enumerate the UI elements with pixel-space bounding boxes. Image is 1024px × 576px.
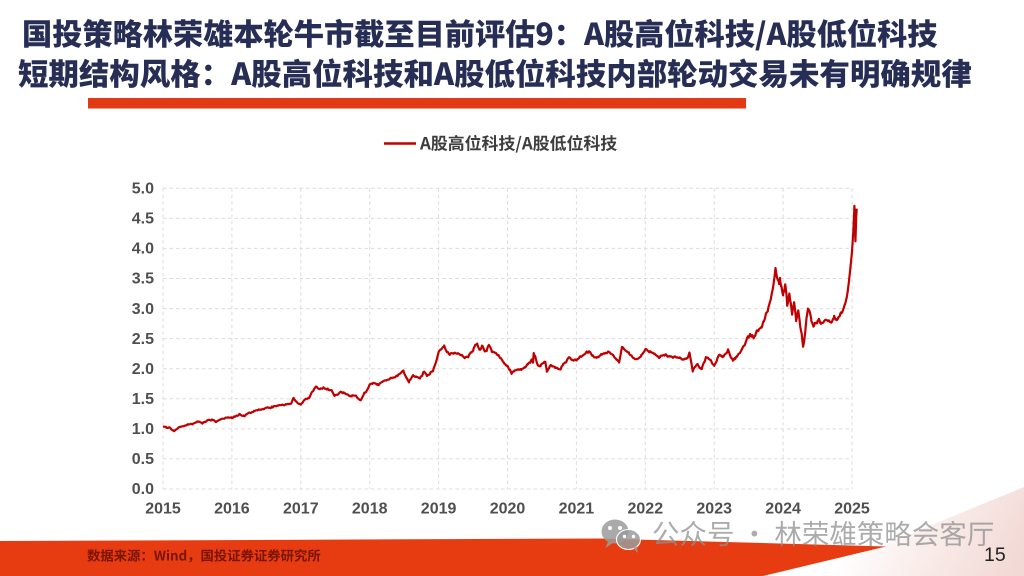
svg-text:1.5: 1.5 bbox=[132, 391, 154, 408]
svg-text:0.0: 0.0 bbox=[132, 481, 154, 498]
svg-text:3.5: 3.5 bbox=[132, 271, 154, 288]
svg-text:2017: 2017 bbox=[283, 501, 319, 518]
svg-text:4.5: 4.5 bbox=[132, 211, 154, 228]
svg-text:3.0: 3.0 bbox=[132, 301, 154, 318]
svg-text:2024: 2024 bbox=[765, 501, 801, 518]
svg-text:2022: 2022 bbox=[628, 501, 664, 518]
svg-text:5.0: 5.0 bbox=[132, 181, 154, 198]
svg-text:15: 15 bbox=[984, 544, 1006, 566]
svg-text:2018: 2018 bbox=[352, 501, 388, 518]
svg-text:2016: 2016 bbox=[214, 501, 250, 518]
svg-text:2.0: 2.0 bbox=[132, 361, 154, 378]
svg-text:4.0: 4.0 bbox=[132, 241, 154, 258]
svg-text:0.5: 0.5 bbox=[132, 451, 154, 468]
svg-text:2015: 2015 bbox=[145, 501, 181, 518]
svg-text:2020: 2020 bbox=[490, 501, 526, 518]
svg-text:2019: 2019 bbox=[421, 501, 457, 518]
svg-text:2021: 2021 bbox=[559, 501, 595, 518]
svg-text:2025: 2025 bbox=[834, 501, 870, 518]
svg-text:2.5: 2.5 bbox=[132, 331, 154, 348]
svg-text:1.0: 1.0 bbox=[132, 421, 154, 438]
svg-text:2023: 2023 bbox=[696, 501, 732, 518]
